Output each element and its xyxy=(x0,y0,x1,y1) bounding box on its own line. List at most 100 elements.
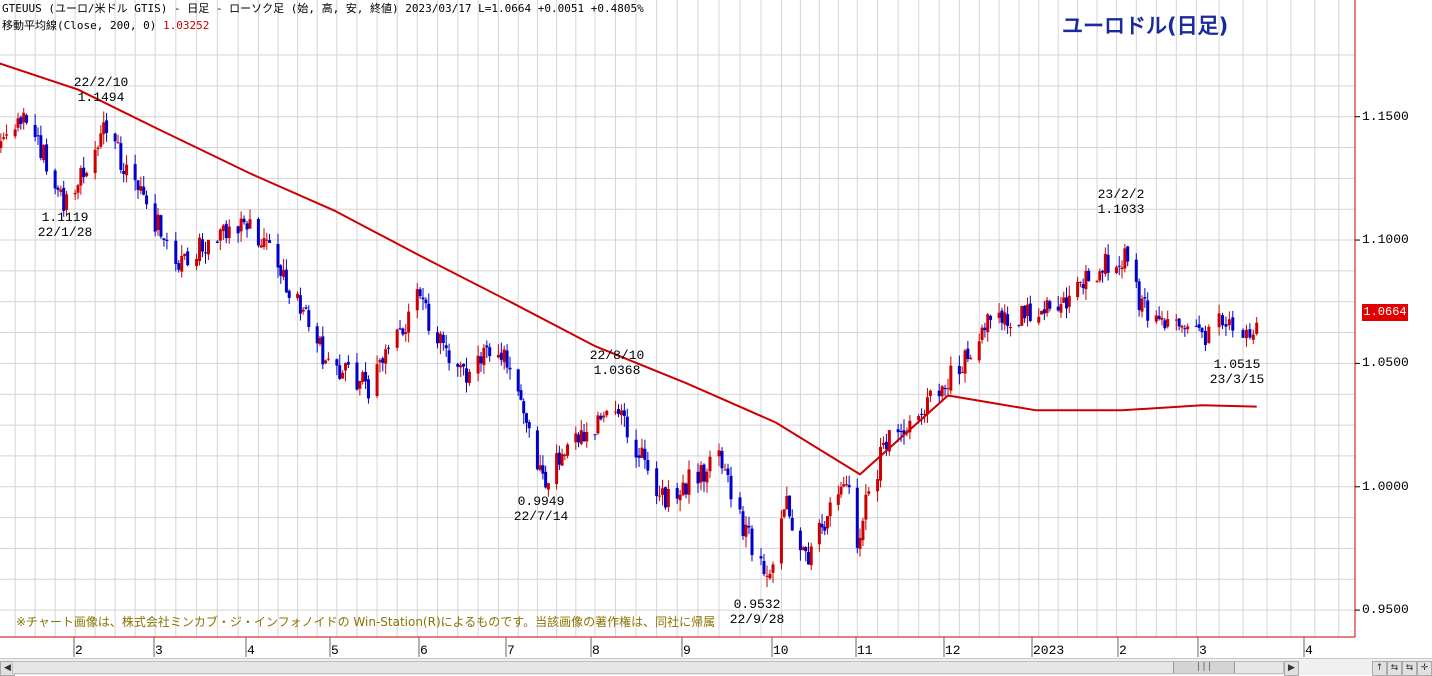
candle-body xyxy=(599,415,603,420)
candle-body xyxy=(145,195,149,205)
y-tick-label: 1.0500 xyxy=(1362,355,1409,371)
candle-body xyxy=(499,352,503,360)
candle-body xyxy=(279,265,283,276)
candle-body xyxy=(304,307,308,309)
candle-body xyxy=(1040,310,1044,315)
candle-body xyxy=(861,520,865,541)
candle-body xyxy=(206,239,210,255)
candle-body xyxy=(387,347,391,349)
candle-body xyxy=(186,251,190,266)
candle-body xyxy=(1025,304,1029,317)
candle-body xyxy=(436,332,439,344)
candle-body xyxy=(867,491,871,494)
candle-body xyxy=(925,397,929,415)
candle-body xyxy=(920,413,924,415)
candle-body xyxy=(113,133,117,142)
candle-body xyxy=(681,482,685,496)
annotation-value: 1.0515 xyxy=(1213,357,1261,372)
candle-body xyxy=(917,416,921,421)
annotation-value: 0.9532 xyxy=(733,597,781,612)
candle-body xyxy=(663,487,667,508)
candle-body xyxy=(790,517,794,531)
candle-body xyxy=(625,416,629,438)
candlestick-chart xyxy=(0,0,1360,657)
candle-body xyxy=(218,229,222,241)
candle-body xyxy=(1020,306,1024,326)
candle-body xyxy=(1078,281,1082,283)
candle-body xyxy=(355,362,359,390)
candle-body xyxy=(902,430,906,435)
candle-body xyxy=(723,469,727,471)
candle-body xyxy=(201,239,205,252)
candle-body xyxy=(1174,319,1178,321)
candle-body xyxy=(798,530,802,551)
candle-body xyxy=(1194,325,1198,327)
candle-body xyxy=(1000,310,1004,323)
candle-body xyxy=(605,410,609,416)
candle-body xyxy=(33,124,37,138)
candle-body xyxy=(22,112,26,123)
candle-body xyxy=(946,388,950,390)
candle-body xyxy=(476,355,480,374)
candle-body xyxy=(884,441,888,450)
candle-body xyxy=(1120,267,1124,270)
candle-body xyxy=(1227,319,1231,326)
scroll-thumb[interactable]: ||| xyxy=(1173,662,1235,673)
candle-body xyxy=(977,341,981,361)
candle-body xyxy=(256,219,260,246)
scroll-right-arrow-icon[interactable]: ▶ xyxy=(1284,661,1299,676)
candle-body xyxy=(596,415,600,434)
candle-body xyxy=(699,465,703,483)
candle-body xyxy=(675,488,679,499)
candle-body xyxy=(519,390,523,400)
candle-body xyxy=(1028,303,1032,321)
chart-title: ユーロドル(日足) xyxy=(1062,14,1229,38)
annotation-value: 1.1033 xyxy=(1097,202,1145,217)
annotation-low-2022-09-28: 0.9532 22/9/28 xyxy=(730,597,785,627)
candle-body xyxy=(825,516,829,529)
candle-body xyxy=(1003,312,1007,325)
candle-body xyxy=(658,495,662,497)
scroll-track[interactable]: ||| xyxy=(12,661,1284,674)
candle-body xyxy=(1154,315,1158,322)
candle-body xyxy=(496,354,500,358)
candle-body xyxy=(338,365,342,379)
x-tick-label: 2 xyxy=(1119,643,1127,658)
candle-body xyxy=(602,415,606,418)
candle-body xyxy=(1207,326,1211,344)
candle-body xyxy=(465,368,468,383)
annotation-peak-2022-08-10: 22/8/10 1.0368 xyxy=(590,348,645,378)
candle-body xyxy=(1023,305,1027,319)
candle-body xyxy=(1045,300,1049,314)
annotation-low-2022-01-28: 1.1119 22/1/28 xyxy=(38,210,93,240)
candle-body xyxy=(502,349,506,363)
candle-body xyxy=(1048,301,1052,309)
candle-body xyxy=(401,328,405,335)
candle-body xyxy=(384,349,388,364)
candle-body xyxy=(116,142,120,144)
candle-body xyxy=(16,118,20,128)
candle-body xyxy=(546,483,550,490)
annotation-value: 1.1494 xyxy=(77,90,125,105)
candle-body xyxy=(236,226,240,234)
candle-body xyxy=(678,494,682,501)
candle-body xyxy=(1101,270,1105,273)
candle-body xyxy=(1037,316,1041,323)
candle-body xyxy=(541,465,545,474)
candle-body xyxy=(39,135,43,158)
candle-body xyxy=(747,525,751,528)
candle-body xyxy=(666,488,670,508)
candle-body xyxy=(1076,281,1080,298)
candle-body xyxy=(879,446,883,481)
y-tick-label: 1.0000 xyxy=(1362,478,1409,494)
candle-body xyxy=(56,187,60,190)
candle-body xyxy=(828,502,832,517)
candle-body xyxy=(224,223,228,239)
horizontal-scrollbar[interactable]: ◀ ||| ▶ ↑ ⇆ ⇆ ✛ xyxy=(0,658,1432,676)
candle-body xyxy=(989,315,993,320)
candle-body xyxy=(983,327,987,331)
annotation-date: 23/2/2 xyxy=(1097,187,1145,202)
candle-body xyxy=(949,365,953,391)
candle-body xyxy=(687,469,691,495)
candle-body xyxy=(482,347,486,366)
